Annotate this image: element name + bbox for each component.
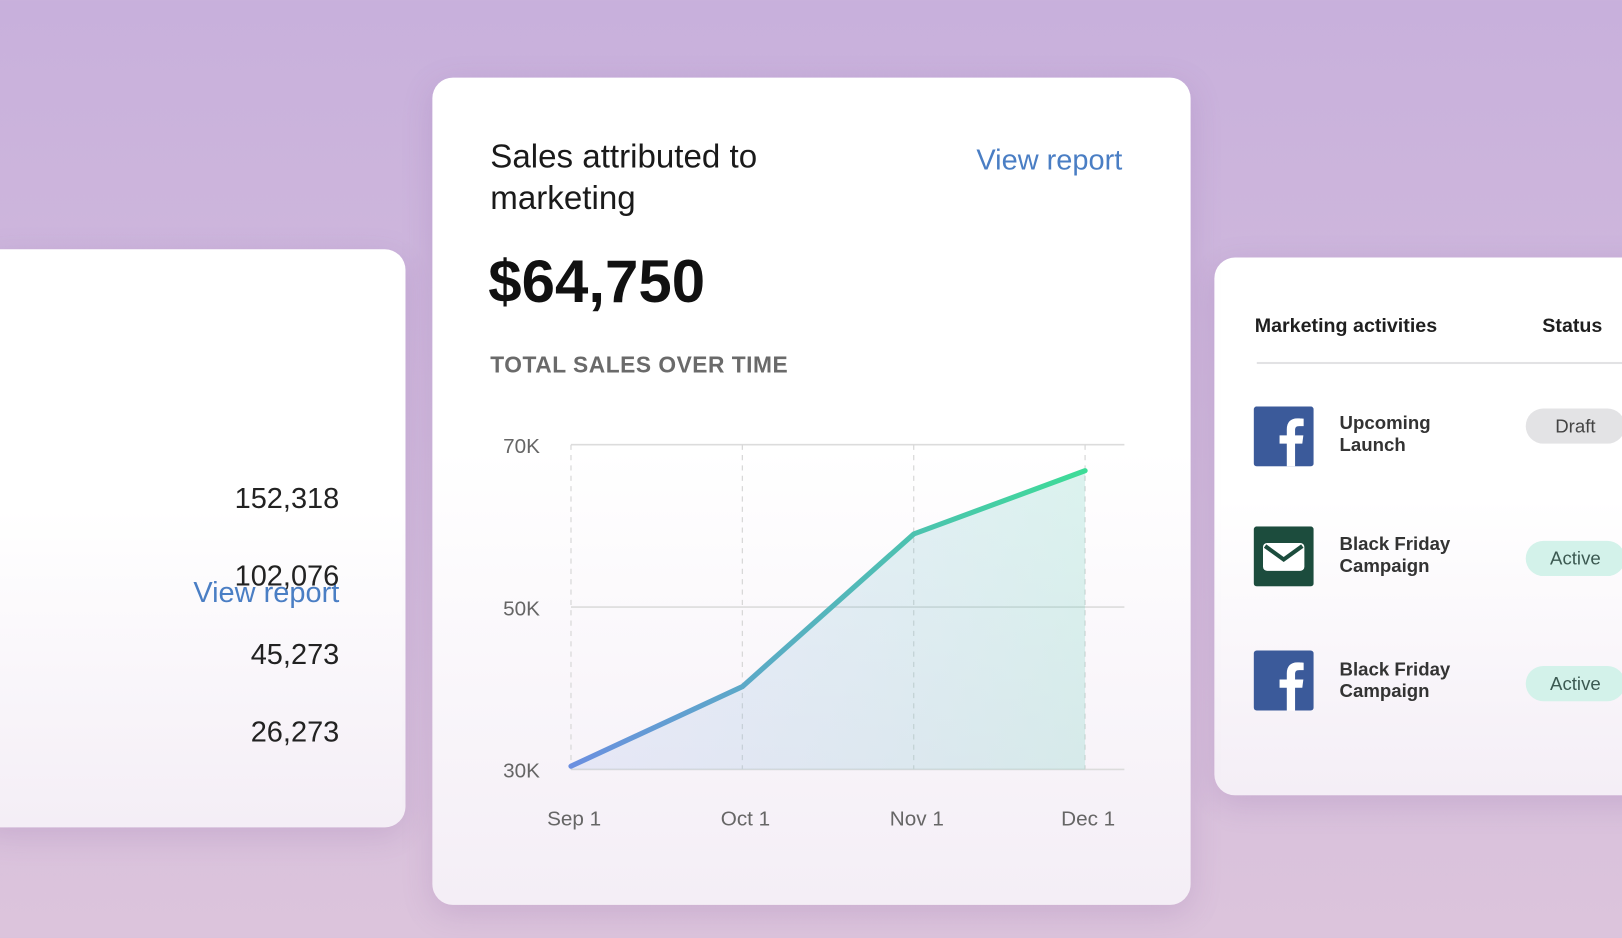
x-tick-label: Sep 1 xyxy=(547,807,601,830)
metric-value: 102,076 xyxy=(234,559,340,592)
y-tick-label: 50K xyxy=(503,597,540,620)
metric-value: 152,318 xyxy=(234,481,340,514)
y-tick-label: 30K xyxy=(503,760,540,783)
column-header: Status xyxy=(1542,315,1603,338)
y-tick-label: 70K xyxy=(503,435,540,458)
area xyxy=(570,470,1086,770)
facebook-icon xyxy=(1253,650,1314,711)
divider xyxy=(1256,361,1622,365)
activity-name: Upcoming Launch xyxy=(1339,412,1431,456)
view-report-link[interactable]: View report xyxy=(193,576,340,609)
activity-name: Black Friday Campaign xyxy=(1339,658,1451,702)
x-tick-label: Dec 1 xyxy=(1061,807,1115,830)
status-pill: Draft xyxy=(1525,408,1622,444)
view-report-link[interactable]: View report xyxy=(976,143,1123,176)
right-card: Marketing activities Status Upcoming Lau… xyxy=(1214,257,1622,796)
x-tick-label: Oct 1 xyxy=(721,807,770,830)
status-pill: Active xyxy=(1525,540,1622,577)
card-title: Sales attributed to marketing xyxy=(490,137,758,217)
email-icon xyxy=(1253,526,1314,587)
status-pill: Active xyxy=(1525,666,1622,702)
x-tick-label: Nov 1 xyxy=(890,807,944,830)
left-card: View report 152,318 102,076 45,273 26,27… xyxy=(0,249,406,828)
metric-value: 45,273 xyxy=(250,638,340,671)
line xyxy=(568,468,1088,769)
activity-name: Black Friday Campaign xyxy=(1339,533,1451,577)
chart-title: TOTAL SALES OVER TIME xyxy=(490,351,789,378)
column-header: Marketing activities xyxy=(1254,315,1438,338)
metric-value: 26,273 xyxy=(250,715,340,748)
facebook-icon xyxy=(1253,406,1314,467)
total-amount: $64,750 xyxy=(488,248,706,316)
